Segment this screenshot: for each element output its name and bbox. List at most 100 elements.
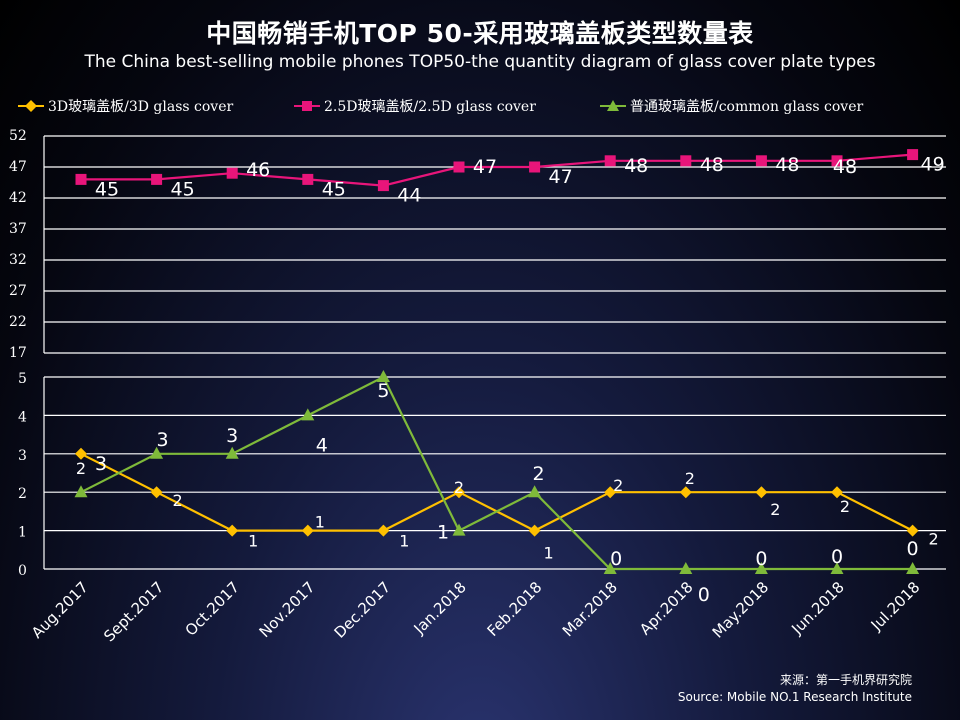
point-common: [603, 562, 617, 574]
point-25d: [755, 155, 767, 167]
data-label: 2: [613, 476, 623, 495]
point-3d: [604, 486, 617, 499]
lower-tick-label: 0: [18, 563, 27, 579]
x-tick-label: Apr.2018: [636, 578, 696, 638]
upper-tick-label: 47: [9, 159, 27, 175]
point-common: [376, 370, 390, 382]
point-3d: [906, 524, 919, 537]
point-common: [225, 446, 239, 459]
lower-tick-label: 2: [18, 486, 27, 502]
point-25d: [453, 161, 465, 173]
chart-subtitle: The China best-selling mobile phones TOP…: [84, 52, 876, 72]
point-common: [754, 562, 768, 574]
data-label: 44: [397, 185, 421, 207]
point-3d: [226, 524, 239, 537]
point-3d: [679, 486, 692, 499]
point-25d: [604, 155, 616, 167]
upper-tick-label: 52: [9, 128, 27, 144]
lower-tick-label: 4: [18, 409, 27, 425]
chart-title: 中国畅销手机TOP 50-采用玻璃盖板类型数量表: [206, 19, 754, 48]
data-label: 2: [173, 491, 183, 510]
data-label: 2: [76, 459, 86, 478]
data-label: 2: [929, 530, 939, 549]
data-label: 48: [700, 154, 724, 176]
legend-marker-diamond-icon: [18, 100, 44, 112]
point-25d: [151, 173, 163, 185]
point-25d: [529, 161, 541, 173]
upper-tick-label: 32: [9, 252, 27, 268]
data-label: 0: [755, 548, 767, 570]
point-3d: [453, 486, 465, 499]
point-common: [528, 485, 542, 498]
point-25d: [680, 155, 692, 167]
data-label: 0: [610, 548, 622, 570]
data-label: 4: [316, 434, 328, 456]
point-3d: [301, 524, 314, 537]
data-label: 46: [246, 159, 270, 181]
data-label: 2: [533, 463, 545, 485]
legend-marker-triangle-icon: [600, 100, 626, 111]
x-tick-label: Jun.2018: [787, 578, 847, 638]
data-label: 3: [226, 425, 238, 447]
upper-tick-label: 27: [9, 283, 27, 299]
upper-tick-label: 17: [9, 345, 27, 361]
point-25d: [302, 173, 314, 185]
x-tick-label: Dec.2017: [331, 578, 395, 642]
data-label: 45: [171, 178, 195, 200]
data-label: 1: [544, 544, 554, 563]
point-common: [301, 408, 315, 421]
upper-tick-label: 37: [9, 221, 27, 237]
source-note: 来源：第一手机界研究院 Source: Mobile NO.1 Research…: [678, 672, 912, 706]
point-common: [74, 485, 88, 498]
lower-tick-label: 1: [18, 525, 27, 541]
point-25d: [377, 180, 389, 192]
lower-tick-label: 3: [18, 448, 27, 464]
point-3d: [528, 524, 541, 537]
point-common: [679, 562, 693, 574]
data-label: 3: [95, 453, 107, 475]
x-tick-label: Nov.2017: [256, 578, 319, 641]
x-tick-label: Feb.2018: [484, 578, 546, 640]
legend-marker-square-icon: [294, 101, 320, 111]
x-tick-label: Sept.2017: [100, 578, 167, 645]
x-tick-label: Aug.2017: [28, 578, 92, 642]
legend-label-3d: 3D玻璃盖板/3D glass cover: [48, 99, 234, 115]
x-tick-label: Jan.2018: [410, 578, 470, 638]
data-label: 5: [377, 380, 389, 402]
data-label: 49: [921, 154, 945, 176]
series-line-1: [81, 153, 913, 187]
point-25d: [226, 167, 238, 179]
data-label: 45: [95, 178, 119, 200]
point-common: [452, 523, 466, 536]
data-label: 2: [685, 469, 695, 488]
point-3d: [755, 486, 768, 499]
data-label: 1: [399, 532, 409, 551]
data-label: 2: [770, 500, 780, 519]
data-label: 1: [248, 532, 258, 551]
x-tick-label: Oct.2017: [182, 578, 243, 639]
point-25d: [831, 155, 843, 167]
data-label: 2: [454, 478, 464, 497]
data-label: 45: [322, 178, 346, 200]
series-line-2: [80, 375, 913, 571]
chart-legend: 3D玻璃盖板/3D glass cover 2.5D玻璃盖板/2.5D glas…: [18, 94, 948, 118]
lower-tick-label: 5: [18, 371, 27, 387]
point-25d: [75, 173, 87, 185]
source-cn: 来源：第一手机界研究院: [779, 673, 912, 687]
data-label: 0: [698, 584, 710, 606]
x-tick-label: Jul.2018: [867, 578, 924, 635]
point-3d: [75, 447, 87, 460]
x-tick-label: Mar.2018: [559, 578, 621, 640]
upper-tick-label: 22: [9, 314, 27, 330]
point-3d: [150, 486, 163, 499]
point-common: [906, 562, 920, 574]
point-3d: [831, 486, 843, 499]
source-en: Source: Mobile NO.1 Research Institute: [677, 690, 912, 704]
data-label: 47: [473, 156, 497, 178]
data-label: 3: [157, 429, 169, 451]
upper-tick-label: 42: [9, 190, 27, 206]
point-common: [830, 562, 844, 574]
point-common: [150, 446, 164, 459]
data-label: 1: [315, 513, 325, 532]
